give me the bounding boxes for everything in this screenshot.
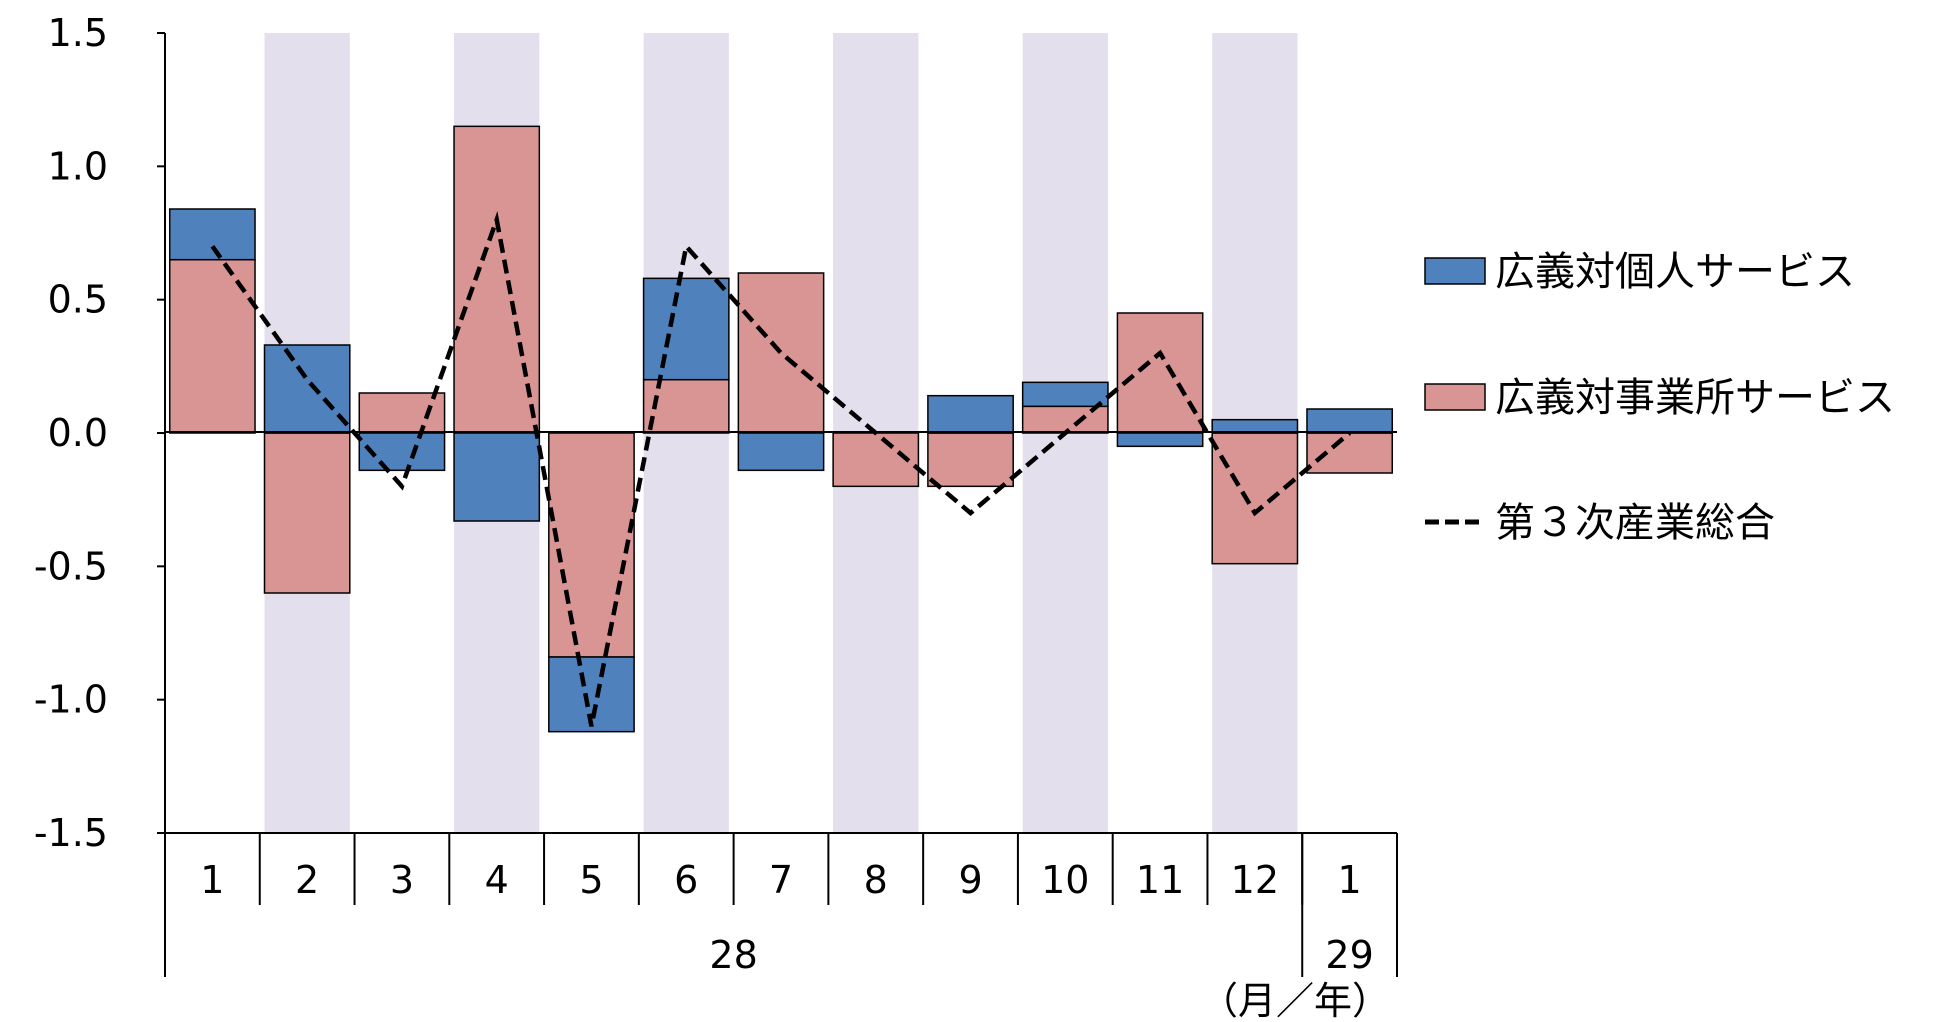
x-tick-label: 12 (1231, 858, 1279, 902)
legend-item-total: 第３次産業総合 (1425, 500, 1775, 546)
bars (168, 125, 1394, 733)
y-tick-label: 0.0 (48, 411, 108, 455)
unit-label: （月／年） (1200, 979, 1390, 1022)
x-tick-label: 1 (1338, 858, 1362, 902)
x-tick-label: 7 (769, 858, 793, 902)
bar-personal (737, 432, 825, 472)
legend: 広義対個人サービス 広義対事業所サービス 第３次産業総合 (1424, 249, 1895, 546)
legend-item-personal: 広義対個人サービス (1424, 249, 1855, 295)
bar-business (548, 432, 635, 658)
bar-personal (927, 394, 1014, 434)
legend-label-business: 広義対事業所サービス (1495, 375, 1895, 421)
x-tick-label: 11 (1136, 858, 1184, 902)
legend-item-business: 広義対事業所サービス (1424, 375, 1895, 421)
bar-personal (168, 208, 256, 261)
total-line-path (210, 211, 1352, 727)
y-tick-label: -1.5 (34, 811, 108, 855)
bar-personal (1021, 381, 1109, 408)
x-year-label: 28 (709, 933, 757, 977)
x-tick-label: 9 (958, 858, 982, 902)
x-tick-label: 6 (674, 858, 698, 902)
bar-business (358, 392, 446, 434)
y-tick-label: -0.5 (34, 544, 108, 588)
legend-swatch-personal (1424, 257, 1486, 285)
legend-label-total: 第３次産業総合 (1495, 500, 1775, 546)
bar-business (1211, 432, 1299, 565)
x-year-label: 29 (1325, 933, 1373, 977)
legend-swatch-business (1424, 383, 1486, 411)
y-tick-label: -1.0 (34, 678, 108, 722)
x-tick-label: 4 (485, 858, 509, 902)
bar-business (263, 432, 351, 594)
x-tick-label: 1 (200, 858, 224, 902)
legend-label-personal: 広義対個人サービス (1495, 249, 1855, 295)
x-ticks: 1 2 3 4 5 6 7 8 9 10 11 12 128 29 (164, 833, 1398, 977)
y-ticks: 1.5 1.0 0.5 0.0 -0.5 -1.0 -1.5 (34, 11, 165, 855)
bar-personal (263, 344, 351, 434)
bar-personal (1116, 432, 1204, 448)
bar-business (737, 272, 825, 434)
bar-business (1306, 432, 1394, 474)
bar-business (453, 125, 541, 434)
bar-personal (453, 432, 541, 522)
bar-business (927, 432, 1014, 488)
bar-business (1116, 312, 1204, 434)
bar-personal (1306, 408, 1394, 434)
x-tick-label: 3 (390, 858, 414, 902)
y-tick-label: 0.5 (48, 278, 108, 322)
y-tick-label: 1.0 (48, 144, 108, 188)
x-tick-label: 2 (295, 858, 319, 902)
y-tick-label: 1.5 (48, 11, 108, 55)
x-tick-label: 8 (864, 858, 888, 902)
total-line (210, 211, 1352, 727)
bar-business (642, 378, 730, 434)
bar-personal (642, 277, 730, 381)
x-tick-label: 10 (1041, 858, 1089, 902)
x-tick-label: 5 (579, 858, 603, 902)
